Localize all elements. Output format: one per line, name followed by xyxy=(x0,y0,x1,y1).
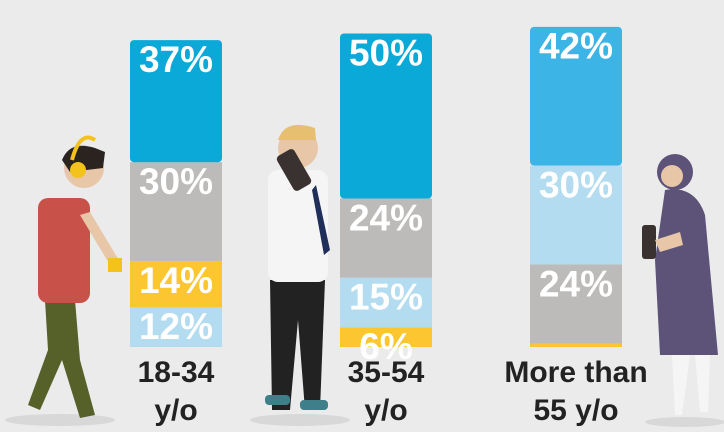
category-label: 55 y/o xyxy=(533,394,618,427)
value-label: 50% xyxy=(349,32,423,73)
category-label: y/o xyxy=(364,394,407,427)
value-label: 30% xyxy=(539,164,613,205)
value-label: 12% xyxy=(139,306,213,347)
value-label: 14% xyxy=(139,260,213,301)
value-label: 37% xyxy=(139,39,213,80)
value-label: 42% xyxy=(539,26,613,67)
category-label: 18-34 xyxy=(138,356,215,389)
chart: 12%14%30%37%18-34y/o6%15%24%50%35-54y/o2… xyxy=(0,0,724,432)
category-label: More than xyxy=(504,356,647,389)
bar-segment xyxy=(530,344,622,347)
value-label: 24% xyxy=(349,197,423,238)
category-label: y/o xyxy=(154,394,197,427)
category-label: 35-54 xyxy=(348,356,425,389)
value-label: 15% xyxy=(349,276,423,317)
value-label: 30% xyxy=(139,161,213,202)
value-label: 24% xyxy=(539,263,613,304)
